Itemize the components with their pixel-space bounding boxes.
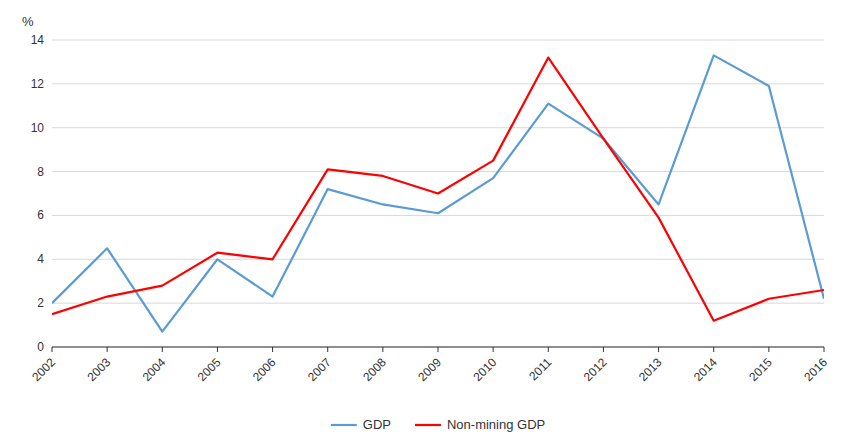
x-tick-label: 2003 <box>84 355 113 384</box>
chart-container: 0 2 4 6 8 10 12 14% 2002 2003 2004 2005 2006 2007 2008… <box>0 0 848 447</box>
y-tick-label: 2 <box>37 296 44 310</box>
y-tick-label: 0 <box>37 340 44 354</box>
x-tick <box>162 347 163 352</box>
x-tick-label: 2015 <box>746 355 775 384</box>
x-tick-label: 2011 <box>526 355 554 383</box>
y-axis-label: % <box>22 14 34 29</box>
x-tick-label: 2016 <box>801 355 830 384</box>
x-tick <box>658 347 659 352</box>
x-tick <box>217 347 218 352</box>
x-axis: 2002 2003 2004 2005 2006 2007 2008 2009 2010 2011… <box>29 347 830 384</box>
x-tick-label: 2012 <box>581 355 610 384</box>
x-tick <box>824 347 825 352</box>
x-tick-label: 2004 <box>140 355 169 384</box>
x-tick <box>438 347 439 352</box>
legend: GDP Non-mining GDP <box>331 417 545 432</box>
x-tick-label: 2002 <box>29 355 58 384</box>
x-tick-label: 2009 <box>415 355 444 384</box>
chart-svg: 0 2 4 6 8 10 12 14% 2002 2003 2004 2005 2006 2007 2008… <box>0 0 848 447</box>
grid-line <box>52 40 824 41</box>
series-line <box>52 55 824 331</box>
x-tick-label: 2006 <box>250 355 279 384</box>
legend-item: Non-mining GDP <box>415 417 545 432</box>
legend-swatch <box>331 424 357 426</box>
x-tick <box>382 347 383 352</box>
legend-item: GDP <box>331 417 391 432</box>
series-lines <box>52 55 824 331</box>
x-tick <box>603 347 604 352</box>
x-tick-label: 2010 <box>470 355 499 384</box>
x-tick <box>272 347 273 352</box>
grid-line <box>52 259 824 260</box>
x-tick <box>327 347 328 352</box>
x-tick-label: 2013 <box>636 355 665 384</box>
x-tick-label: 2008 <box>360 355 389 384</box>
x-tick <box>548 347 549 352</box>
grid-line <box>52 303 824 304</box>
y-grid <box>52 40 824 347</box>
grid-line <box>52 83 824 84</box>
x-tick <box>713 347 714 352</box>
x-tick <box>768 347 769 352</box>
grid-line <box>52 215 824 216</box>
legend-label: Non-mining GDP <box>447 417 545 432</box>
y-tick-label: 8 <box>37 165 44 179</box>
y-tick-label: 6 <box>37 208 44 222</box>
y-tick-label: 12 <box>31 77 45 91</box>
x-tick <box>493 347 494 352</box>
series-line <box>52 58 824 321</box>
y-tick-label: 10 <box>31 121 45 135</box>
y-tick-labels: 0 2 4 6 8 10 12 14 <box>31 33 45 354</box>
x-tick <box>107 347 108 352</box>
x-tick-label: 2014 <box>691 355 720 384</box>
x-tick-label: 2007 <box>305 355 334 384</box>
grid-line <box>52 171 824 172</box>
grid-line <box>52 127 824 128</box>
legend-label: GDP <box>363 417 391 432</box>
y-tick-label: 4 <box>37 252 44 266</box>
x-tick <box>52 347 53 352</box>
y-tick-label: 14 <box>31 33 45 47</box>
legend-swatch <box>415 424 441 426</box>
x-tick-label: 2005 <box>195 355 224 384</box>
